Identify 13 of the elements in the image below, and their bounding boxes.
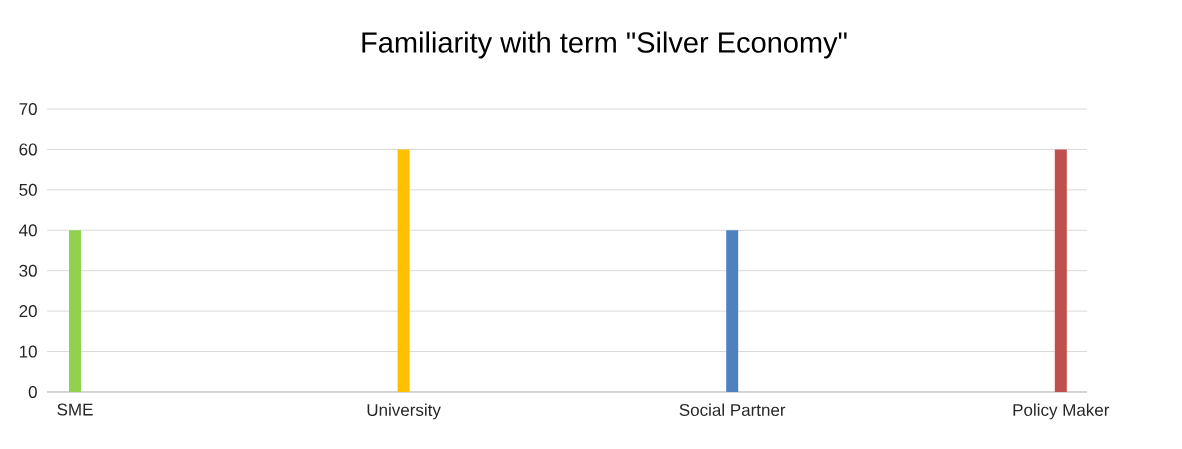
y-tick-label: 60 <box>19 143 37 156</box>
y-tick-label: 20 <box>19 305 37 318</box>
x-tick-label: University <box>367 403 441 420</box>
y-tick-label: 40 <box>19 224 37 237</box>
y-tick-label: 0 <box>28 385 37 399</box>
y-tick-label: 10 <box>19 345 37 358</box>
y-tick-label: 30 <box>19 264 37 277</box>
y-tick-label: 70 <box>19 102 37 116</box>
chart-title: Familiarity with term "Silver Economy" <box>362 31 847 59</box>
y-tick-label: 50 <box>19 183 37 196</box>
x-tick-label: Policy Maker <box>1013 403 1110 420</box>
x-tick-label: SME <box>57 403 93 416</box>
x-tick-label: Social Partner <box>679 403 786 417</box>
